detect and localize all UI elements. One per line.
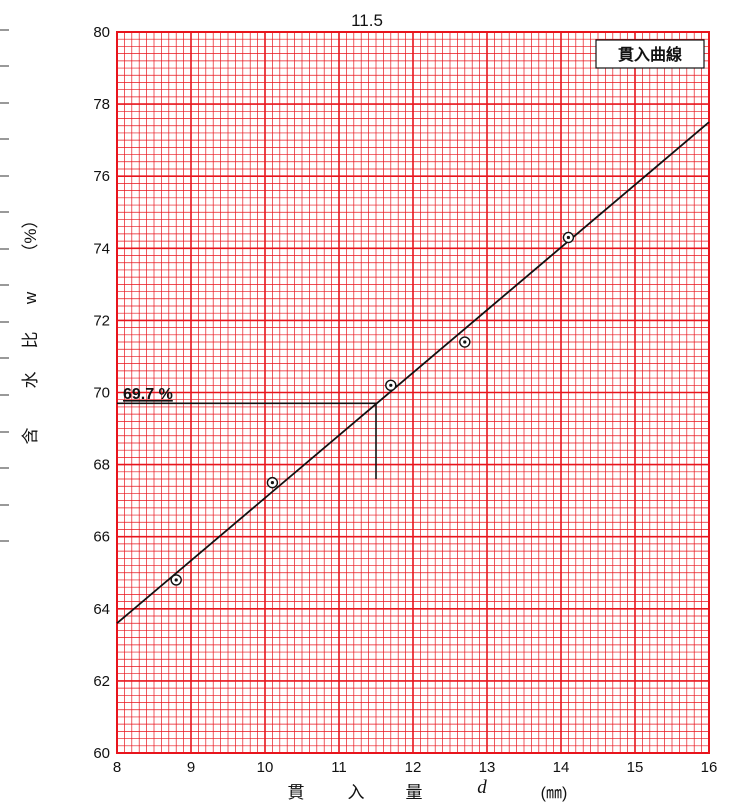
data-points bbox=[171, 232, 573, 584]
y-label-unit: （%） bbox=[21, 211, 40, 260]
x-label-char-2: 入 bbox=[348, 783, 365, 802]
x-tick-label: 9 bbox=[187, 759, 195, 776]
y-tick-label: 60 bbox=[93, 745, 110, 762]
x-tick-label: 12 bbox=[405, 759, 422, 776]
left-margin-ticks bbox=[0, 30, 9, 541]
data-point-dot bbox=[175, 578, 178, 581]
x-tick-label: 16 bbox=[701, 759, 718, 776]
reference-y-label: 69.7 % bbox=[123, 386, 173, 403]
y-tick-label: 64 bbox=[93, 601, 110, 618]
data-point-dot bbox=[567, 236, 570, 239]
data-point bbox=[460, 337, 470, 347]
y-label-char-1: 含 bbox=[21, 428, 40, 445]
x-label-char-1: 貫 bbox=[288, 783, 305, 802]
reference-lines bbox=[117, 403, 376, 479]
data-point-dot bbox=[463, 340, 466, 343]
y-tick-label: 72 bbox=[93, 312, 110, 329]
x-tick-label: 10 bbox=[257, 759, 274, 776]
x-tick-label: 11 bbox=[331, 759, 347, 776]
y-tick-label: 74 bbox=[93, 240, 110, 257]
y-tick-label: 78 bbox=[93, 96, 110, 113]
y-tick-label: 62 bbox=[93, 673, 110, 690]
x-tick-label: 15 bbox=[627, 759, 644, 776]
x-tick-label: 8 bbox=[113, 759, 121, 776]
y-axis-label: 含 水 比 w （%） bbox=[21, 211, 40, 444]
chart-title: 11.5 bbox=[351, 11, 383, 30]
x-tick-label: 13 bbox=[479, 759, 496, 776]
x-axis-label: 貫 入 量 d (㎜) bbox=[288, 777, 568, 802]
y-tick-label: 80 bbox=[93, 24, 110, 41]
x-label-char-3: 量 bbox=[406, 783, 423, 802]
x-label-unit: (㎜) bbox=[541, 785, 568, 802]
x-label-variable: d bbox=[477, 777, 487, 798]
data-point-dot bbox=[389, 384, 392, 387]
data-point bbox=[563, 232, 573, 242]
data-point bbox=[386, 380, 396, 390]
data-point bbox=[267, 478, 277, 488]
y-tick-label: 68 bbox=[93, 457, 110, 474]
legend-label: 貫入曲線 bbox=[618, 45, 682, 64]
y-tick-label: 76 bbox=[93, 168, 110, 185]
data-point-dot bbox=[271, 481, 274, 484]
grid bbox=[117, 32, 709, 753]
x-tick-label: 14 bbox=[553, 759, 570, 776]
y-label-char-2: 水 bbox=[21, 372, 40, 389]
data-point bbox=[171, 575, 181, 585]
legend: 貫入曲線 bbox=[596, 40, 704, 68]
y-label-char-3: 比 bbox=[21, 332, 40, 349]
y-tick-label: 70 bbox=[93, 385, 110, 402]
y-label-variable: w bbox=[21, 291, 40, 305]
y-tick-label: 66 bbox=[93, 529, 110, 546]
